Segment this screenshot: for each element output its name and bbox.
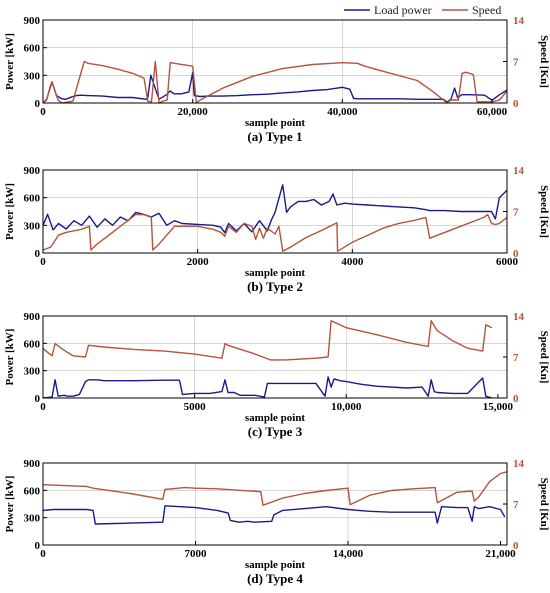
x-tick-label: 14,000 <box>333 548 364 560</box>
x-axis-label: sample point <box>245 559 306 571</box>
x-tick-label: 7000 <box>184 548 207 560</box>
y-tick-label: 0 <box>35 98 41 110</box>
x-tick-label: 6000 <box>496 256 519 268</box>
x-tick-label: 2000 <box>187 256 210 268</box>
y-tick-label: 300 <box>24 70 41 82</box>
y-axis-label: Power [kW] <box>4 183 16 240</box>
series-line-speed <box>42 471 508 506</box>
series-line-load-power <box>42 376 493 399</box>
y2-tick-label: 0 <box>513 393 519 405</box>
x-tick-label: 40,000 <box>327 106 358 118</box>
y2-tick-label: 0 <box>513 248 519 260</box>
x-tick-label: 0 <box>40 106 46 118</box>
y-tick-label: 600 <box>24 193 41 205</box>
y-axis-label: Power [kW] <box>4 329 16 386</box>
series-line-speed <box>42 60 508 104</box>
y-tick-label: 600 <box>24 485 41 497</box>
y2-tick-label: 0 <box>513 98 519 110</box>
x-tick-label: 10,000 <box>331 401 362 413</box>
chart-panel-1: 0 300 600 900 0 7 14 0 20,000 40,000 60,000 sample … <box>4 15 550 144</box>
y2-tick-label: 7 <box>513 352 519 364</box>
y-tick-label: 900 <box>24 458 41 470</box>
panel-caption: (b) Type 2 <box>247 279 303 294</box>
x-tick-label: 21,000 <box>485 548 516 560</box>
y2-axis-label: Speed [Kn] <box>538 185 550 238</box>
panel-caption: (c) Type 3 <box>248 424 303 439</box>
x-axis-label: sample point <box>245 412 306 424</box>
x-tick-label: 0 <box>40 256 46 268</box>
legend-load-power-label: Load power <box>374 3 432 17</box>
y2-tick-label: 0 <box>513 540 519 552</box>
y-tick-label: 300 <box>24 366 41 378</box>
x-tick-label: 0 <box>40 401 46 413</box>
x-axis-label: sample point <box>245 267 306 279</box>
y-axis-label: Power [kW] <box>4 476 16 533</box>
y2-tick-label: 7 <box>513 57 519 69</box>
y2-axis-label: Speed [Kn] <box>538 478 550 531</box>
y2-tick-label: 7 <box>513 499 519 511</box>
y-tick-label: 300 <box>24 513 41 525</box>
y-tick-label: 900 <box>24 165 41 177</box>
y2-axis-label: Speed [Kn] <box>538 35 550 88</box>
chart-panels: 0 300 600 900 0 7 14 0 20,000 40,000 60,000 sample … <box>4 15 550 586</box>
chart-panel-2: 0 300 600 900 0 7 14 0 2000 4000 6000 sample point P… <box>4 165 550 294</box>
x-tick-label: 60,000 <box>477 106 508 118</box>
series-line-speed <box>42 213 508 252</box>
plot-frame <box>42 462 508 546</box>
x-tick-label: 20,000 <box>178 106 209 118</box>
y-tick-label: 300 <box>24 220 41 232</box>
y-axis-label: Power [kW] <box>4 33 16 90</box>
series-line-load-power <box>42 184 508 234</box>
y-tick-label: 900 <box>24 311 41 323</box>
y-tick-label: 900 <box>24 15 41 27</box>
y2-tick-label: 14 <box>513 458 525 470</box>
y2-tick-label: 14 <box>513 15 525 27</box>
plot-frame <box>42 19 508 104</box>
x-axis-label: sample point <box>245 117 306 129</box>
y-tick-label: 0 <box>35 540 41 552</box>
chart-panel-4: 0 300 600 900 0 7 14 0 7000 14,000 21,000 sample po… <box>4 458 550 586</box>
plot-frame <box>42 315 508 399</box>
panel-caption: (a) Type 1 <box>247 129 302 144</box>
chart-panel-3: 0 300 600 900 0 7 14 0 5000 10,000 15,000 sample po… <box>4 311 550 439</box>
y2-axis-label: Speed [Kn] <box>538 331 550 384</box>
y2-tick-label: 14 <box>513 311 525 323</box>
series-line-speed <box>42 320 493 361</box>
series-line-load-power <box>42 71 508 104</box>
panel-caption: (d) Type 4 <box>247 571 303 586</box>
x-tick-label: 15,000 <box>483 401 514 413</box>
y2-tick-label: 14 <box>513 165 525 177</box>
legend-speed-label: Speed <box>472 3 501 17</box>
legend: Load power Speed <box>344 3 501 17</box>
y-tick-label: 600 <box>24 43 41 55</box>
y-tick-label: 600 <box>24 338 41 350</box>
y-tick-label: 0 <box>35 248 41 260</box>
x-tick-label: 5000 <box>184 401 207 413</box>
y2-tick-label: 7 <box>513 207 519 219</box>
y-tick-label: 0 <box>35 393 41 405</box>
x-tick-label: 4000 <box>341 256 364 268</box>
x-tick-label: 0 <box>40 548 46 560</box>
series-line-load-power <box>42 505 506 525</box>
